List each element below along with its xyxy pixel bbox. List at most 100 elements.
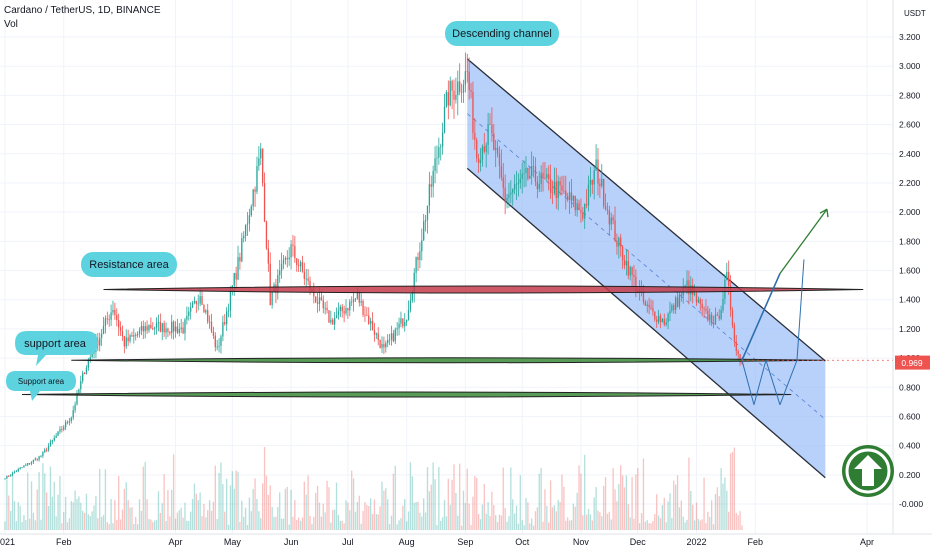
candle bbox=[108, 314, 110, 327]
candle bbox=[710, 312, 713, 327]
volume-bar bbox=[150, 519, 152, 530]
volume-bar bbox=[184, 502, 186, 530]
volume-bar bbox=[68, 518, 71, 530]
candle bbox=[633, 264, 635, 288]
volume-bar bbox=[504, 508, 506, 530]
volume-bar bbox=[57, 494, 59, 530]
volume-bar bbox=[565, 520, 567, 530]
candle bbox=[258, 146, 260, 171]
candle bbox=[542, 162, 544, 192]
candle bbox=[301, 255, 304, 273]
candle bbox=[216, 339, 218, 351]
volume-bar bbox=[203, 503, 205, 530]
candle bbox=[244, 224, 247, 242]
volume-bar bbox=[635, 474, 637, 530]
volume-bar bbox=[707, 511, 709, 530]
volume-bar bbox=[409, 462, 412, 530]
candle bbox=[555, 167, 557, 209]
candle bbox=[294, 235, 296, 263]
volume-bar bbox=[532, 525, 535, 530]
candle bbox=[532, 156, 535, 178]
candle bbox=[457, 70, 459, 116]
y-tick-label: 2.400 bbox=[899, 149, 921, 159]
candle bbox=[40, 455, 42, 458]
x-tick-label: Nov bbox=[573, 537, 590, 547]
candle bbox=[712, 315, 715, 329]
volume-bar bbox=[176, 512, 179, 530]
volume-bar bbox=[678, 507, 681, 530]
candle bbox=[138, 327, 141, 338]
channel-midline bbox=[466, 113, 826, 420]
volume-bar bbox=[718, 496, 720, 530]
projection-path bbox=[796, 259, 805, 361]
candle bbox=[493, 124, 495, 151]
candle bbox=[432, 165, 434, 198]
candle bbox=[625, 249, 628, 276]
candle bbox=[135, 332, 137, 341]
volume-label: Vol bbox=[4, 19, 18, 30]
candle bbox=[104, 315, 107, 334]
volume-bar bbox=[237, 471, 239, 530]
candle bbox=[413, 268, 415, 303]
candle bbox=[570, 179, 573, 209]
volume-bar bbox=[167, 490, 169, 530]
volume-bar bbox=[474, 475, 476, 530]
volume-bar bbox=[407, 511, 410, 530]
volume-bar bbox=[568, 520, 571, 530]
candle bbox=[421, 228, 423, 261]
candle bbox=[64, 419, 67, 431]
volume-bar bbox=[481, 504, 484, 530]
descending-channel-callout: Descending channel bbox=[445, 21, 559, 46]
candle bbox=[496, 141, 499, 158]
candle bbox=[44, 447, 46, 454]
y-tick-label: 2.200 bbox=[899, 178, 921, 188]
y-tick-label: 3.000 bbox=[899, 61, 921, 71]
volume-bar bbox=[646, 520, 648, 530]
candle bbox=[305, 268, 307, 287]
candle bbox=[381, 336, 383, 354]
volume-bar bbox=[231, 471, 234, 530]
current-price-label: 0.969 bbox=[901, 358, 923, 368]
candle bbox=[417, 252, 419, 272]
volume-bar bbox=[447, 478, 449, 530]
volume-bar bbox=[284, 488, 287, 530]
volume-bar bbox=[506, 521, 508, 530]
candle bbox=[154, 326, 156, 336]
volume-bar bbox=[80, 502, 82, 530]
volume-bar bbox=[515, 505, 518, 530]
volume-bar bbox=[208, 500, 211, 530]
candle bbox=[208, 315, 211, 329]
candle bbox=[515, 170, 518, 201]
volume-bar bbox=[78, 496, 80, 530]
candle bbox=[328, 310, 330, 323]
candle bbox=[648, 297, 650, 315]
volume-bar bbox=[341, 520, 343, 530]
candle bbox=[733, 322, 736, 347]
candle bbox=[358, 290, 360, 307]
candle bbox=[703, 306, 705, 319]
candle bbox=[735, 334, 737, 356]
volume-bar bbox=[159, 512, 162, 530]
volume-bar bbox=[621, 475, 624, 530]
volume-bar bbox=[146, 499, 148, 530]
candle bbox=[110, 304, 112, 327]
volume-bar bbox=[381, 481, 383, 530]
candle bbox=[599, 178, 601, 198]
candle bbox=[261, 148, 264, 187]
volume-bar bbox=[72, 502, 74, 530]
candle bbox=[171, 314, 173, 339]
volume-bar bbox=[428, 491, 431, 530]
volume-bar bbox=[4, 521, 6, 530]
candle bbox=[322, 295, 324, 314]
volume-bar bbox=[491, 491, 493, 530]
candle bbox=[441, 122, 444, 155]
candle bbox=[260, 143, 262, 165]
volume-bar bbox=[55, 516, 57, 530]
volume-bar bbox=[301, 517, 304, 530]
volume-bar bbox=[333, 509, 336, 530]
volume-bar bbox=[102, 515, 105, 530]
candle bbox=[299, 260, 302, 273]
volume-bar bbox=[466, 468, 468, 530]
